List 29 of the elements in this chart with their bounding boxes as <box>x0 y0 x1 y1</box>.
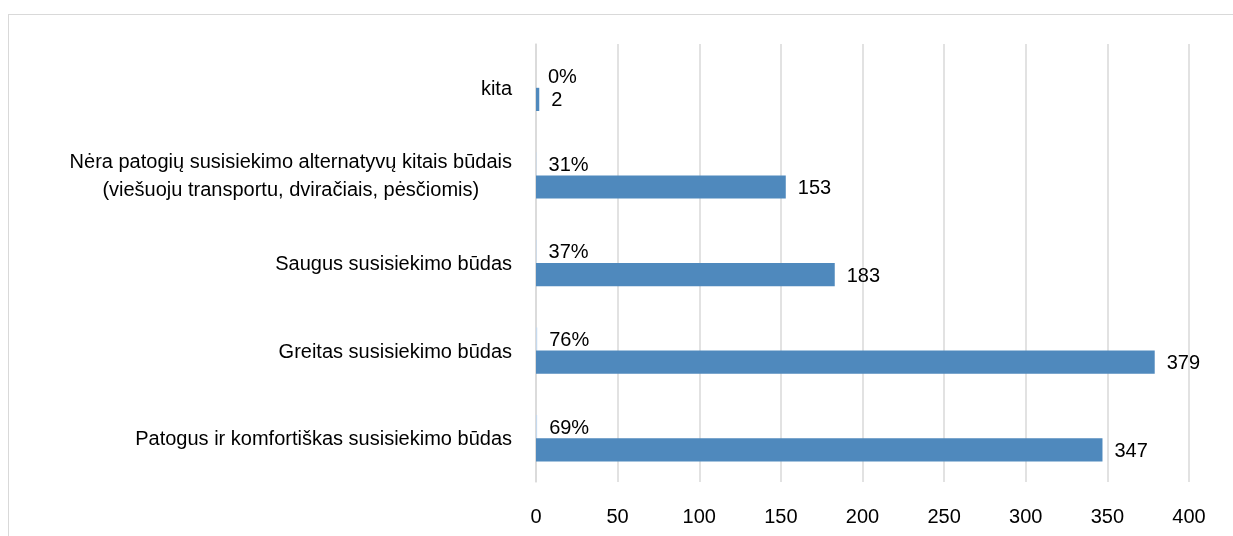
data-label: 153 <box>797 176 832 199</box>
y-tick-label: Saugus susisiekimo būdas <box>275 252 512 274</box>
data-label: 0% <box>548 65 578 88</box>
x-tick-label: 50 <box>606 505 629 527</box>
bar <box>536 87 540 112</box>
x-tick-label: 0 <box>530 505 542 527</box>
data-label: 2 <box>551 88 563 111</box>
bar <box>536 350 1155 374</box>
bar <box>536 438 1103 462</box>
x-tick-label: 400 <box>1172 505 1206 527</box>
data-label: 37% <box>548 240 589 263</box>
y-tick-label: Nėra patogių susisiekimo alternatyvų kitais būdais (viešuoju transportu, dviračiais, pėsčiomis) <box>69 150 513 201</box>
data-label: 31% <box>548 152 589 175</box>
bar <box>536 175 786 199</box>
data-label: 76% <box>549 327 590 350</box>
data-label: 183 <box>846 263 881 286</box>
x-tick-label: 250 <box>927 505 961 527</box>
y-tick-label: kita <box>480 76 513 99</box>
x-tick-label: 300 <box>1009 505 1043 527</box>
bar <box>536 263 835 287</box>
y-tick-label: Greitas susisiekimo būdas <box>278 339 512 362</box>
x-tick-label: 350 <box>1090 505 1125 527</box>
data-label: 379 <box>1166 351 1201 374</box>
x-tick-label: 200 <box>845 505 880 527</box>
x-tick-label: 150 <box>764 505 798 527</box>
x-tick-label: 100 <box>682 505 716 527</box>
data-label: 69% <box>549 415 590 438</box>
data-label: 347 <box>1114 438 1148 461</box>
y-tick-label: Patogus ir komfortiškas susisiekimo būdas <box>135 427 513 450</box>
